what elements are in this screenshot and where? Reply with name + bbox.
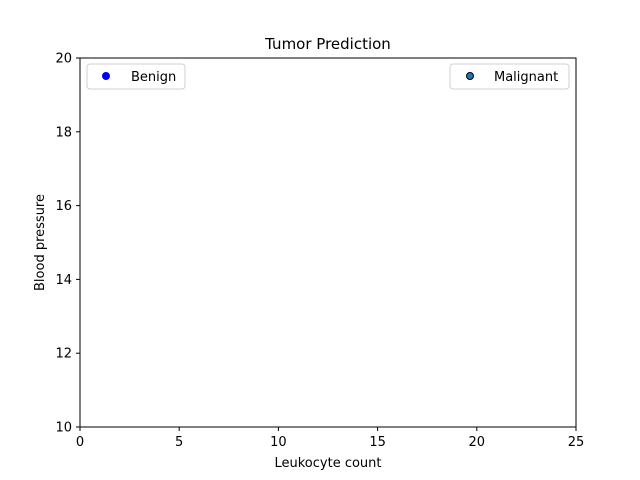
legend-benign-label: Benign (131, 70, 176, 85)
x-tick-label: 20 (469, 435, 486, 450)
legend-malignant-box (449, 63, 570, 90)
y-tick-label: 18 (55, 125, 72, 140)
x-tick-label: 25 (568, 435, 585, 450)
legend-benign-box (86, 63, 186, 90)
y-axis-label: Blood pressure (33, 194, 48, 291)
chart-title: Tumor Prediction (264, 35, 391, 53)
y-tick-label: 12 (55, 347, 72, 362)
y-axis-ticks: 10 12 14 16 18 20 (55, 52, 80, 436)
x-tick-label: 0 (76, 435, 84, 450)
x-axis-ticks: 0 5 10 15 20 25 (76, 427, 584, 450)
y-tick-label: 16 (55, 199, 72, 214)
x-tick-label: 5 (175, 435, 183, 450)
y-tick-label: 20 (55, 52, 72, 67)
legend-benign-marker (102, 72, 110, 80)
plot-area (79, 57, 577, 428)
legend-malignant: Malignant (449, 63, 570, 90)
legend-benign: Benign (86, 63, 186, 90)
y-tick-label: 10 (55, 421, 72, 436)
x-axis-label: Leukocyte count (274, 456, 381, 471)
y-tick-label: 14 (55, 273, 72, 288)
x-tick-label: 15 (369, 435, 386, 450)
legend-malignant-marker (466, 72, 474, 80)
legend-malignant-label: Malignant (494, 70, 558, 85)
x-tick-label: 10 (270, 435, 287, 450)
